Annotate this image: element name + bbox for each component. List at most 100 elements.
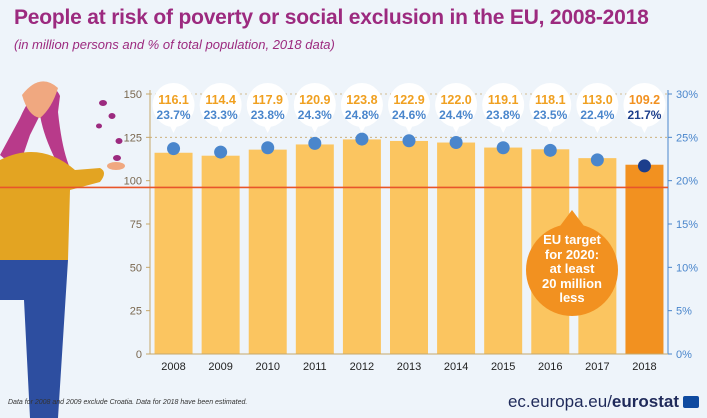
percent-marker-2013: [402, 134, 416, 148]
label-bubble: [482, 83, 525, 127]
percent-marker-2017: [590, 153, 604, 167]
label-bubble: [576, 83, 619, 127]
label-bubble-pointer: [357, 125, 366, 133]
bar-2012: [342, 139, 381, 354]
eu-flag-icon: [683, 396, 699, 408]
x-tick-label: 2016: [538, 361, 562, 373]
label-bubble: [152, 83, 195, 127]
footnote: Data for 2008 and 2009 exclude Croatia. …: [8, 399, 248, 406]
percent-label: 22.4%: [580, 108, 614, 122]
x-tick-label: 2011: [303, 361, 327, 373]
percent-label: 21.7%: [627, 108, 661, 122]
value-label: 116.1: [158, 93, 189, 107]
x-tick-label: 2009: [208, 361, 232, 373]
annotation-line: 20 million: [542, 275, 602, 291]
woman-illustration-icon: [0, 81, 125, 418]
eurostat-logo-text: eurostat: [611, 392, 679, 411]
label-bubble-pointer: [263, 125, 272, 133]
label-bubble: [340, 83, 383, 127]
label-bubble: [529, 83, 572, 127]
x-tick-label: 2010: [255, 361, 279, 373]
bar-2008: [154, 152, 193, 354]
percent-marker-2008: [167, 142, 181, 156]
left-tick-label: 50: [130, 262, 142, 274]
right-tick-label: 30%: [676, 89, 698, 101]
bar-2010: [248, 149, 287, 354]
x-tick-label: 2008: [161, 361, 185, 373]
annotation-line: EU target: [543, 232, 601, 247]
value-label: 114.4: [205, 93, 236, 107]
right-tick-label: 15%: [676, 219, 698, 231]
percent-label: 24.6%: [392, 108, 426, 122]
label-bubble: [435, 83, 478, 127]
percent-label: 23.5%: [533, 108, 567, 122]
percent-label: 23.7%: [157, 108, 191, 122]
percent-marker-2011: [308, 136, 322, 150]
bar-2011: [295, 144, 334, 354]
value-label: 120.9: [299, 93, 330, 107]
value-label: 119.1: [488, 93, 519, 107]
x-tick-label: 2017: [585, 361, 609, 373]
x-tick-label: 2018: [632, 361, 656, 373]
label-bubble-pointer: [310, 125, 319, 133]
bar-2009: [201, 155, 240, 354]
value-label: 123.8: [346, 93, 377, 107]
label-bubble-pointer: [499, 125, 508, 133]
source-brand[interactable]: ec.europa.eu/eurostat: [508, 392, 679, 412]
bar-2013: [390, 140, 428, 354]
label-bubble: [199, 83, 242, 127]
percent-label: 23.3%: [204, 108, 238, 122]
left-tick-label: 100: [124, 176, 142, 188]
x-tick-label: 2015: [491, 361, 515, 373]
percent-label: 24.4%: [439, 108, 473, 122]
label-bubble-pointer: [593, 125, 602, 133]
percent-marker-2009: [214, 145, 228, 159]
right-tick-label: 25%: [676, 132, 698, 144]
percent-marker-2015: [496, 141, 510, 155]
percent-marker-2010: [261, 141, 275, 155]
eu-target-annotation: EU target for 2020: at least 20 million …: [530, 232, 614, 306]
chart-title: People at risk of poverty or social excl…: [14, 6, 649, 29]
label-bubble: [623, 83, 666, 127]
label-bubble: [293, 83, 336, 127]
label-bubble-pointer: [169, 125, 178, 133]
annotation-line: less: [559, 290, 585, 305]
percent-label: 23.8%: [486, 108, 520, 122]
label-bubble-pointer: [216, 125, 225, 133]
percent-marker-2018: [637, 159, 651, 173]
value-label: 122.0: [440, 93, 471, 107]
annotation-line: at least: [549, 261, 595, 276]
left-tick-label: 150: [124, 89, 142, 101]
right-tick-label: 0%: [676, 349, 692, 361]
percent-marker-2012: [355, 132, 369, 146]
label-bubble-pointer: [640, 125, 649, 133]
right-tick-label: 5%: [676, 306, 692, 318]
label-bubble-pointer: [405, 125, 413, 133]
left-tick-label: 25: [130, 306, 142, 318]
percent-label: 23.8%: [251, 108, 285, 122]
label-bubble-pointer: [452, 125, 461, 133]
x-tick-label: 2014: [444, 361, 468, 373]
value-label: 117.9: [252, 93, 283, 107]
bar-2014: [437, 142, 476, 354]
percent-marker-2016: [543, 143, 557, 157]
value-label: 109.2: [629, 93, 660, 107]
left-tick-label: 75: [130, 219, 142, 231]
x-tick-label: 2013: [397, 361, 421, 373]
eu-target-bubble: [526, 224, 618, 316]
left-tick-label: 0: [136, 349, 142, 361]
chart-subtitle: (in million persons and % of total popul…: [14, 37, 335, 52]
value-label: 113.0: [582, 93, 613, 107]
value-label: 122.9: [393, 93, 424, 107]
bar-2018: [625, 164, 664, 354]
value-label: 118.1: [535, 93, 566, 107]
label-bubble: [246, 83, 289, 127]
label-bubble-pointer: [546, 125, 555, 133]
eu-target-pointer: [560, 210, 584, 226]
right-tick-label: 20%: [676, 176, 698, 188]
percent-label: 24.8%: [345, 108, 379, 122]
percent-label: 24.3%: [298, 108, 332, 122]
label-bubble: [388, 83, 430, 127]
x-tick-label: 2012: [350, 361, 374, 373]
